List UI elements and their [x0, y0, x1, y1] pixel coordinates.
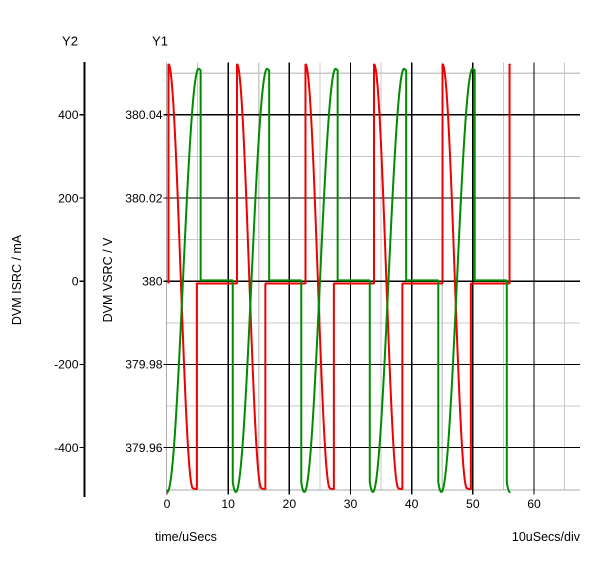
svg-text:200: 200	[58, 191, 79, 205]
y2-axis-header: Y2	[62, 33, 78, 49]
svg-text:0: 0	[72, 275, 79, 289]
svg-text:10: 10	[221, 497, 235, 511]
svg-text:379.96: 379.96	[125, 441, 162, 455]
y1-axis-title: DVM VSRC / V	[101, 237, 115, 323]
y2-tick-labels: 400 200 0 -200 -400	[54, 108, 79, 455]
y1-tick-labels: 380.04 380.02 380 379.98 379.96	[125, 108, 162, 455]
svg-text:-400: -400	[54, 441, 79, 455]
svg-text:-200: -200	[54, 358, 79, 372]
svg-text:40: 40	[405, 497, 419, 511]
svg-text:20: 20	[283, 497, 297, 511]
svg-text:50: 50	[466, 497, 480, 511]
svg-text:379.98: 379.98	[125, 358, 162, 372]
svg-text:400: 400	[58, 108, 79, 122]
svg-text:380.02: 380.02	[125, 191, 162, 205]
x-axis-title: time/uSecs	[155, 530, 217, 544]
svg-text:60: 60	[527, 497, 541, 511]
trace-dvm-vsrc[interactable]	[166, 67, 511, 494]
svg-text:380.04: 380.04	[125, 108, 162, 122]
svg-text:380: 380	[142, 275, 163, 289]
y2-axis-ticks	[79, 114, 85, 449]
y1-axis-header: Y1	[152, 33, 168, 49]
trace-dvm-isrc[interactable]	[167, 63, 512, 491]
x-scale-note: 10uSecs/div	[511, 530, 580, 544]
svg-text:0: 0	[164, 497, 171, 511]
x-tick-labels: 0 10 20 30 40 50 60	[164, 497, 541, 511]
svg-text:30: 30	[344, 497, 358, 511]
y1-axis-ticks	[163, 114, 168, 449]
y2-axis-title: DVM ISRC / mA	[10, 234, 24, 326]
